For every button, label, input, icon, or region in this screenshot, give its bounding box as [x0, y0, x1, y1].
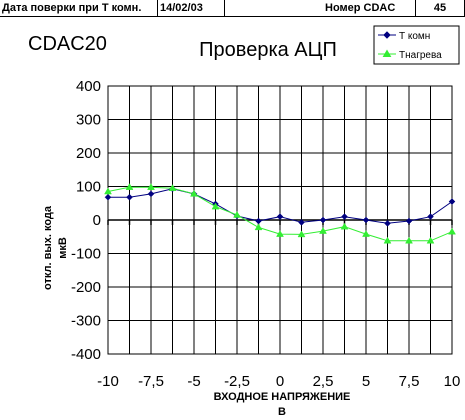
series-1-point	[276, 230, 284, 237]
series-0-point	[255, 217, 262, 225]
x-tick-label: 2,5	[313, 373, 334, 390]
y-tick-labels: 400 300 200 100 0 -100 -200 -300 -400	[71, 78, 101, 363]
x-axis-label: ВХОДНОЕ НАПРЯЖЕНИЕ	[214, 391, 351, 403]
y-tick-label: -200	[71, 279, 101, 296]
legend: Т комн Тнагрева	[373, 25, 460, 65]
blank-cell	[225, 0, 323, 17]
x-tick-label: -10	[97, 373, 119, 390]
x-axis-unit: В	[278, 406, 286, 418]
y-axis-label: откл. вых. кода	[42, 205, 54, 290]
header-bar: Дата поверки при Т комн. 14/02/03 Номер …	[0, 0, 465, 18]
series-1-point	[104, 187, 112, 195]
series-1-point	[211, 202, 220, 210]
y-tick-label: -300	[71, 313, 101, 330]
series-1-point	[297, 230, 306, 238]
y-tick-label: 100	[76, 179, 101, 196]
x-tick-label: 0	[276, 373, 284, 390]
series-0-point	[405, 217, 413, 225]
legend-marker-t-komn	[383, 31, 391, 39]
x-tick-label: -5	[187, 373, 200, 390]
chart-title: Проверка АЦП	[199, 39, 337, 61]
device-label: CDAC20	[28, 33, 107, 55]
x-tick-label: 5	[362, 373, 370, 390]
series-1-point	[340, 222, 349, 230]
y-tick-label: -400	[71, 346, 101, 363]
series-1-point	[426, 236, 435, 244]
date-value: 14/02/03	[158, 0, 225, 17]
y-tick-label: 300	[76, 112, 101, 129]
series-0-point	[147, 190, 155, 198]
series-0-point	[104, 193, 112, 201]
cdac-number-label: Номер CDAC	[323, 0, 416, 17]
series-0-point	[448, 198, 456, 205]
series-1-point	[190, 189, 198, 197]
series-0-point	[319, 216, 327, 224]
legend-label-t-komn: Т комн	[399, 31, 430, 42]
series-0-point	[362, 216, 370, 224]
series-0-point	[341, 213, 348, 221]
x-tick-label: -2,5	[224, 373, 250, 390]
y-tick-label: 200	[76, 145, 101, 162]
x-tick-label: 7,5	[399, 373, 420, 390]
series-0-point	[298, 218, 305, 226]
series-layer	[104, 183, 456, 244]
series-1-point	[405, 236, 413, 244]
x-tick-label: -7,5	[138, 373, 164, 390]
legend-label-t-nagreva: Тнагрева	[399, 50, 442, 61]
series-0-point	[427, 213, 434, 221]
series-1-point	[362, 230, 370, 237]
y-tick-label: 400	[76, 78, 101, 95]
series-1-point	[125, 183, 134, 190]
series-1-point	[233, 210, 241, 218]
series-0-point	[276, 213, 284, 221]
legend-box	[373, 25, 460, 65]
y-tick-label: -100	[71, 246, 101, 263]
series-0-point	[126, 193, 133, 201]
date-label: Дата поверки при Т комн.	[0, 0, 158, 17]
series-1-point	[254, 223, 263, 231]
series-0-point	[384, 219, 391, 227]
x-tick-label: 10	[444, 373, 461, 390]
y-axis-unit: мкВ	[57, 237, 69, 259]
series-1-point	[147, 183, 155, 190]
series-1-point	[319, 227, 327, 234]
series-1-point	[168, 184, 177, 191]
series-1-point	[383, 236, 392, 244]
series-1-point	[448, 227, 456, 235]
x-tick-labels: -10 -7,5 -5 -2,5 0 2,5 5 7,5 10	[97, 373, 460, 390]
legend-marker-t-nagreva	[382, 49, 392, 57]
y-tick-label: 0	[93, 212, 101, 229]
